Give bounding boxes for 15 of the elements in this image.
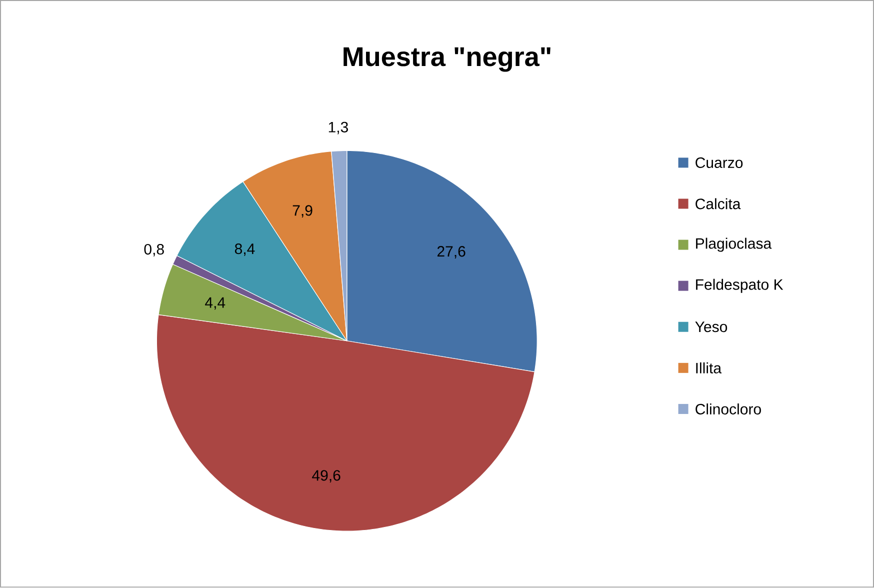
legend-label: Calcita: [696, 198, 741, 210]
data-label: 7,9: [292, 205, 312, 218]
legend-label: Yeso: [695, 322, 728, 332]
legend-label: Clinocloro: [696, 404, 761, 415]
legend-label: Illita: [696, 362, 722, 374]
data-label: 1,3: [328, 122, 348, 134]
legend-label: Feldespato K: [696, 278, 784, 293]
data-label: 49,6: [312, 470, 340, 483]
legend-label: Cuarzo: [696, 158, 743, 168]
data-label: 0,8: [144, 244, 164, 257]
data-label: 8,4: [234, 244, 255, 256]
legend-label: Plagioclasa: [696, 238, 772, 252]
chart-title: Muestra "negra": [344, 48, 550, 72]
data-label: 27,6: [437, 246, 466, 259]
data-label: 4,4: [205, 298, 226, 310]
